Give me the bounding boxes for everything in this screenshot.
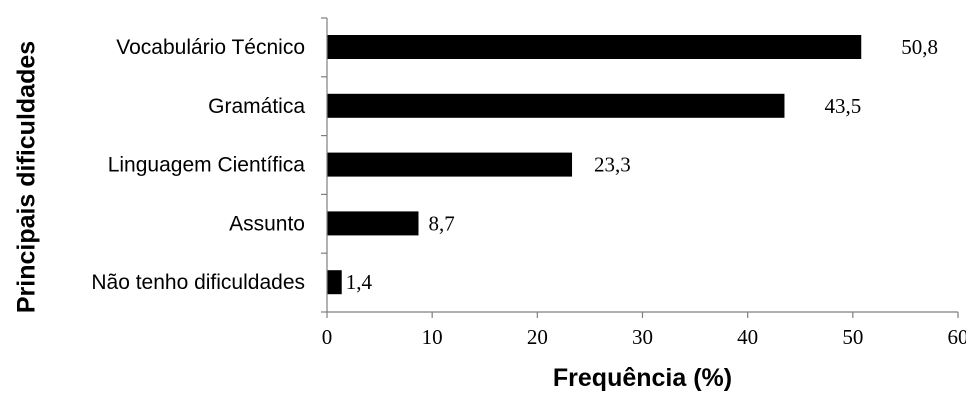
x-tick-label-2: 20: [527, 325, 548, 349]
bar-1: [327, 35, 862, 59]
bar-2: [327, 93, 785, 118]
y-axis-title: Principais dificuldades: [13, 41, 41, 313]
value-label-3: 23,3: [594, 153, 631, 177]
bars-group: [327, 35, 862, 295]
value-label-4: 8,7: [428, 211, 454, 235]
x-axis-title: Frequência (%): [553, 364, 732, 392]
bar-3: [327, 152, 573, 177]
category-label-4: Assunto: [229, 212, 305, 235]
x-tick-labels-group: 0 10 20 30 40 50 60: [322, 325, 966, 349]
category-label-1: Vocabulário Técnico: [116, 36, 305, 59]
x-tick-label-4: 40: [737, 325, 758, 349]
value-label-1: 50,8: [901, 35, 938, 59]
bar-5: [327, 270, 342, 295]
x-ticks-group: [321, 17, 959, 318]
x-tick-label-1: 10: [422, 325, 443, 349]
x-tick-label-3: 30: [632, 325, 653, 349]
category-label-3: Linguagem Científica: [108, 154, 306, 177]
category-label-5: Não tenho dificuldades: [91, 271, 305, 294]
category-label-2: Gramática: [208, 95, 305, 118]
x-tick-label-5: 50: [842, 325, 863, 349]
x-tick-label-0: 0: [322, 325, 333, 349]
bar-4: [327, 211, 419, 236]
value-label-5: 1,4: [346, 270, 373, 294]
category-labels-group: Vocabulário Técnico Gramática Linguagem Ci…: [91, 36, 305, 294]
x-tick-label-6: 60: [948, 325, 966, 349]
value-label-2: 43,5: [824, 94, 861, 118]
value-labels-group: 50,8 43,5 23,3 8,7 1,4: [346, 35, 938, 294]
